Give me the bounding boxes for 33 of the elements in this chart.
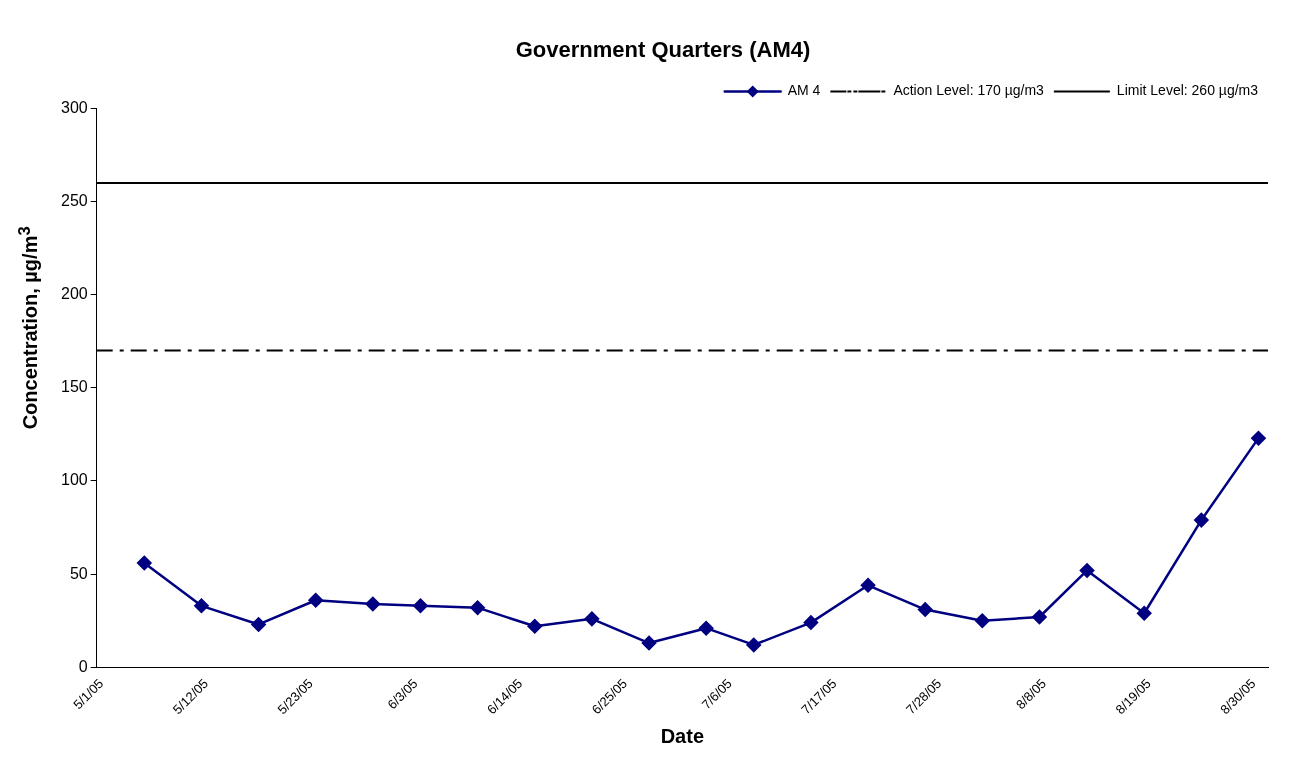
- point: [194, 598, 209, 614]
- y-tick-label: 300: [60, 98, 88, 116]
- point: [746, 637, 762, 653]
- point: [1136, 606, 1152, 621]
- y-tick-label: 50: [69, 564, 88, 582]
- point: [308, 592, 323, 608]
- legend-label: Action Level: 170 µg/m3: [893, 82, 1045, 99]
- y-tick-label: 100: [60, 471, 88, 489]
- legend-label: AM 4: [787, 82, 821, 99]
- y-tick-label: 250: [60, 191, 88, 209]
- point: [1079, 563, 1095, 578]
- point: [1194, 512, 1209, 528]
- y-tick-label: 0: [78, 657, 88, 675]
- point: [698, 620, 714, 636]
- point: [527, 619, 542, 634]
- point: [917, 602, 933, 617]
- point: [470, 600, 485, 615]
- chart-title: Government Quarters (AM4): [515, 37, 811, 63]
- y-tick-label: 200: [60, 285, 88, 303]
- point: [860, 578, 876, 593]
- point: [1251, 430, 1266, 446]
- point: [584, 611, 600, 627]
- point: [975, 613, 990, 628]
- point: [641, 635, 657, 651]
- point: [251, 617, 266, 632]
- y-tick-label: 150: [60, 378, 88, 396]
- point: [1032, 609, 1047, 625]
- point: [803, 615, 819, 630]
- point: [365, 596, 381, 612]
- x-axis-title: Date: [660, 724, 705, 747]
- point: [413, 598, 428, 614]
- point: [137, 555, 152, 571]
- legend-label: Limit Level: 260 µg/m3: [1116, 82, 1259, 99]
